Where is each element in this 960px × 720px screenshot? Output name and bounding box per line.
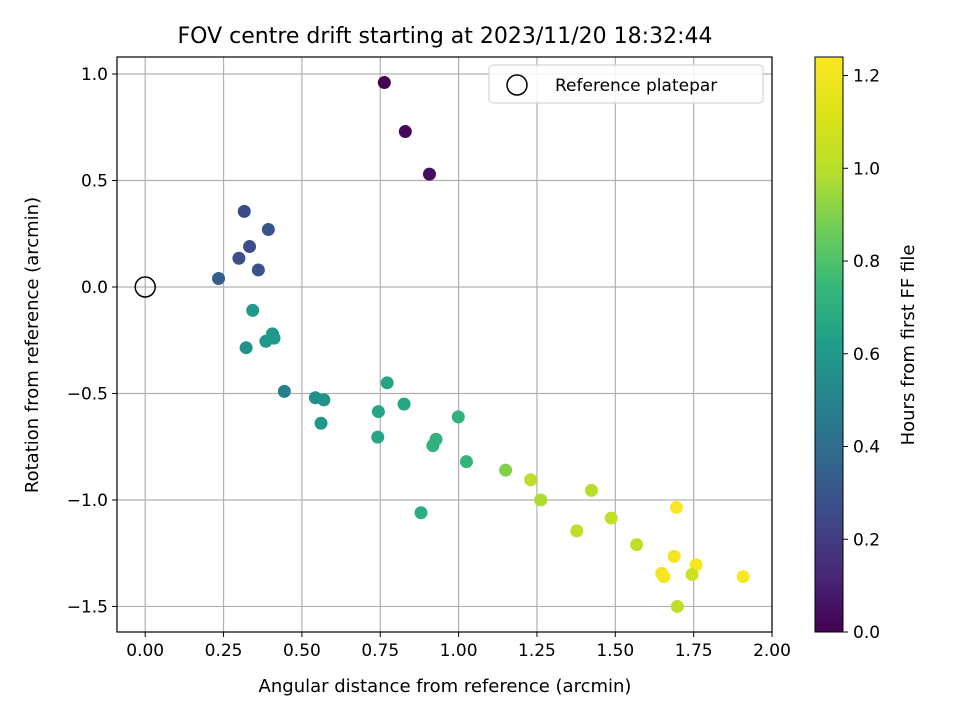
data-point bbox=[667, 549, 681, 563]
data-point bbox=[736, 570, 750, 584]
data-point bbox=[259, 334, 273, 348]
grid-lines bbox=[117, 57, 773, 632]
data-point bbox=[243, 240, 257, 254]
data-point bbox=[584, 483, 598, 497]
data-point bbox=[251, 263, 265, 277]
legend-marker-icon bbox=[506, 74, 528, 96]
colorbar-label: Hours from first FF file bbox=[898, 245, 919, 446]
colorbar-tick-label: 0.8 bbox=[853, 252, 880, 272]
data-point bbox=[317, 393, 331, 407]
colorbar-ticks: 0.0 0.2 0.4 0.6 0.8 1.0 1.2 bbox=[843, 67, 880, 643]
colorbar-tick-label: 0.0 bbox=[853, 623, 880, 643]
y-axis-label: Rotation from reference (arcmin) bbox=[22, 197, 43, 493]
colorbar: 0.0 0.2 0.4 0.6 0.8 1.0 1.2 Hours from first F… bbox=[814, 56, 919, 643]
data-point bbox=[685, 568, 699, 581]
data-point bbox=[657, 570, 671, 584]
data-point bbox=[669, 500, 683, 514]
colorbar-tick-label: 1.0 bbox=[853, 159, 880, 179]
x-tick-label: 1.00 bbox=[440, 641, 478, 661]
colorbar-tick-label: 0.4 bbox=[853, 438, 880, 458]
y-tick-label: −1.5 bbox=[67, 597, 108, 617]
data-point bbox=[246, 303, 260, 317]
plot-area-frame bbox=[116, 56, 773, 633]
data-point bbox=[237, 204, 251, 218]
x-tick-label: 0.25 bbox=[205, 641, 243, 661]
colorbar-tick-label: 0.2 bbox=[853, 530, 880, 550]
data-point bbox=[524, 473, 538, 487]
data-points bbox=[212, 76, 750, 613]
y-tick-label: 0.0 bbox=[81, 278, 108, 298]
data-point bbox=[422, 167, 436, 181]
data-point bbox=[398, 125, 412, 139]
chart-title: FOV centre drift starting at 2023/11/20 … bbox=[178, 24, 713, 49]
data-point bbox=[534, 493, 548, 507]
x-tick-label: 2.00 bbox=[753, 641, 791, 661]
x-axis-ticks: 0.00 0.25 0.50 0.75 1.00 1.25 1.50 1.75 2.00 bbox=[126, 632, 791, 661]
data-point bbox=[414, 506, 428, 520]
data-point bbox=[426, 439, 440, 453]
x-tick-label: 1.50 bbox=[596, 641, 634, 661]
reference-marker bbox=[134, 276, 156, 298]
colorbar-tick-label: 1.2 bbox=[853, 67, 880, 87]
legend-box bbox=[488, 64, 764, 104]
colorbar-tick-label: 0.6 bbox=[853, 345, 880, 365]
x-tick-label: 0.00 bbox=[126, 641, 164, 661]
x-tick-label: 1.25 bbox=[518, 641, 556, 661]
y-tick-label: 0.5 bbox=[81, 172, 108, 192]
y-axis-ticks: 1.0 0.5 0.0 −0.5 −1.0 −1.5 bbox=[67, 65, 117, 617]
data-point bbox=[604, 511, 618, 525]
reference-point-marker bbox=[134, 276, 156, 298]
y-tick-label: −0.5 bbox=[67, 384, 108, 404]
x-tick-label: 0.75 bbox=[361, 641, 399, 661]
data-point bbox=[451, 410, 465, 424]
y-tick-label: −1.0 bbox=[67, 491, 108, 511]
data-point bbox=[239, 341, 253, 355]
data-point bbox=[670, 599, 684, 613]
data-point bbox=[232, 251, 246, 265]
legend: Reference platepar bbox=[488, 64, 764, 104]
data-point bbox=[261, 223, 275, 236]
data-point bbox=[570, 524, 584, 538]
data-point bbox=[212, 271, 226, 285]
data-point bbox=[380, 376, 394, 390]
data-point bbox=[277, 384, 291, 398]
data-point bbox=[371, 430, 385, 444]
x-tick-label: 1.75 bbox=[675, 641, 713, 661]
data-point bbox=[630, 538, 644, 552]
data-point bbox=[459, 455, 473, 469]
data-point bbox=[397, 397, 411, 411]
x-tick-label: 0.50 bbox=[283, 641, 321, 661]
data-point bbox=[314, 416, 328, 430]
data-point bbox=[499, 463, 513, 477]
x-axis-label: Angular distance from reference (arcmin) bbox=[259, 676, 632, 697]
data-point bbox=[377, 76, 391, 90]
y-tick-label: 1.0 bbox=[81, 65, 108, 85]
colorbar-gradient bbox=[814, 56, 844, 633]
data-point bbox=[371, 405, 385, 419]
legend-entry-label: Reference platepar bbox=[555, 76, 717, 96]
